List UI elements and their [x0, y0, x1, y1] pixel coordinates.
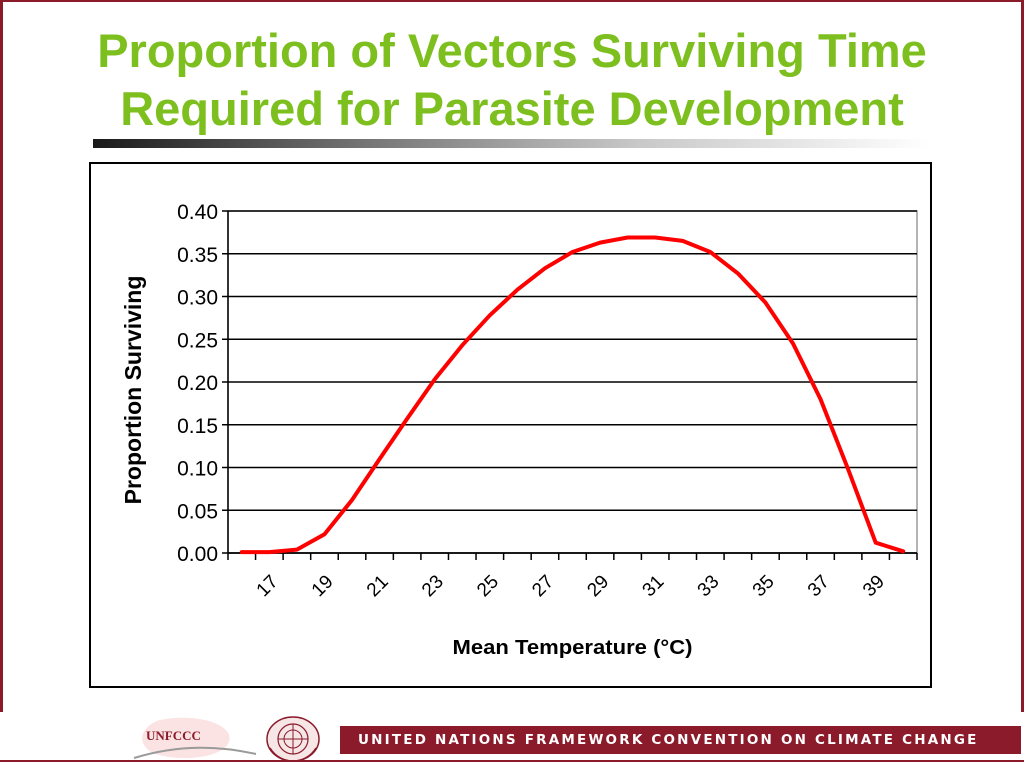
slide-title: Proportion of Vectors Surviving Time Req… [0, 22, 1024, 138]
x-tick-label: 33 [694, 571, 724, 601]
footer-org-text: UNITED NATIONS FRAMEWORK CONVENTION ON C… [358, 732, 979, 748]
x-tick-label: 37 [804, 571, 834, 601]
chart: 0.00 0.05 0.10 0.15 0.20 0.25 0.30 0.35 0.40 17 19… [120, 201, 918, 659]
footer-bottom-rule [0, 760, 1024, 762]
y-tick-label: 0.10 [177, 458, 218, 481]
x-tick-label: 19 [308, 571, 338, 601]
chart-frame: 0.00 0.05 0.10 0.15 0.20 0.25 0.30 0.35 0.40 17 19… [89, 162, 932, 688]
x-axis-title: Mean Temperature (°C) [453, 637, 693, 659]
x-tick-label: 21 [363, 571, 393, 601]
x-tick-label: 29 [583, 571, 613, 601]
slide-frame-right [1021, 0, 1024, 768]
unfccc-logo-text: UNFCCC [146, 728, 201, 743]
y-tick-label: 0.00 [177, 543, 218, 566]
slide-frame-top [0, 0, 1024, 2]
slide-title-line-1: Proportion of Vectors Surviving Time [97, 24, 927, 77]
footer-title-bar [340, 726, 1021, 754]
slide-frame-left [0, 0, 3, 768]
x-tick-label: 23 [418, 571, 448, 601]
y-tick-label: 0.15 [177, 415, 218, 438]
x-tick-label: 31 [639, 571, 669, 601]
series-line [239, 235, 906, 555]
y-tick-label: 0.30 [177, 287, 218, 310]
y-tick-label: 0.25 [177, 329, 218, 352]
x-tick-label: 35 [749, 571, 779, 601]
x-tick-label: 17 [253, 571, 283, 601]
slide-title-line-2: Required for Parasite Development [120, 82, 904, 135]
x-tick-label: 27 [528, 571, 558, 601]
y-tick-label: 0.35 [177, 244, 218, 267]
x-tick-label: 39 [859, 571, 889, 601]
y-tick-label: 0.20 [177, 372, 218, 395]
title-gradient-rule [93, 139, 931, 148]
y-tick-label: 0.40 [177, 201, 218, 224]
x-tick-label: 25 [473, 571, 503, 601]
y-tick-label: 0.05 [177, 500, 218, 523]
y-axis-title: Proportion Surviving [120, 276, 146, 505]
un-emblem-icon [266, 716, 320, 762]
unfccc-logo: UNFCCC [133, 717, 257, 759]
